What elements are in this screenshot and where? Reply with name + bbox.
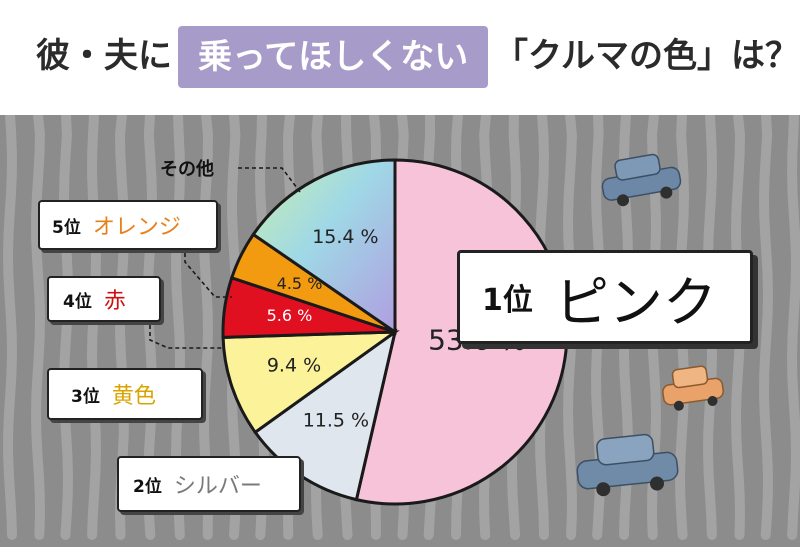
car-orange-icon [662, 365, 724, 411]
pie-slice-yellow [221, 330, 400, 435]
other-category-label: その他 [160, 159, 214, 180]
stripe [759, 115, 774, 540]
rank-5-color-name: オレンジ [92, 215, 181, 240]
value-label-yellow: 9.4 % [267, 355, 321, 377]
rank-4-color-name: 赤 [103, 289, 126, 314]
value-label-orange: 4.5 % [277, 274, 323, 293]
value-label-red: 5.6 % [267, 306, 313, 325]
pie-slice-other [251, 158, 397, 335]
value-label-silver: 11.5 % [303, 409, 369, 431]
title-right: 「クルマの色」は？ [494, 36, 799, 76]
rank-1-box: 1位 ピンク [457, 250, 753, 344]
rank-2-label: 2位 [133, 476, 162, 497]
leader-line-red [149, 318, 222, 349]
rank-5-box: 5位 オレンジ [38, 200, 218, 250]
leader-line-orange [184, 246, 232, 298]
title-highlight: 乗ってほしくない [178, 26, 489, 88]
stripe [787, 115, 800, 540]
leader-line-other [238, 167, 301, 193]
stripe [30, 115, 45, 540]
stripe [3, 115, 17, 540]
rank-1-color-name: ピンク [554, 270, 717, 334]
leader-lines [149, 167, 301, 349]
rank-2-color-name: シルバー [173, 474, 262, 499]
rank-5-label: 5位 [52, 217, 81, 238]
car-blue-bottom-icon [576, 433, 679, 497]
car-blue-top-icon [601, 153, 682, 207]
value-label-other: 15.4 % [312, 226, 378, 248]
rank-4-box: 4位 赤 [47, 276, 161, 322]
rank-3-color-name: 黄色 [111, 384, 156, 409]
stripe [86, 115, 101, 540]
header: 彼・夫に 乗ってほしくない 「クルマの色」は？ [0, 0, 800, 115]
rank-1-label: 1位 [482, 283, 533, 318]
stripe [59, 115, 73, 540]
rank-3-label: 3位 [71, 386, 100, 407]
rank-4-label: 4位 [63, 291, 92, 312]
rank-3-box: 3位 黄色 [47, 368, 203, 420]
title-left: 彼・夫に [36, 36, 172, 76]
rank-2-box: 2位 シルバー [117, 456, 301, 512]
